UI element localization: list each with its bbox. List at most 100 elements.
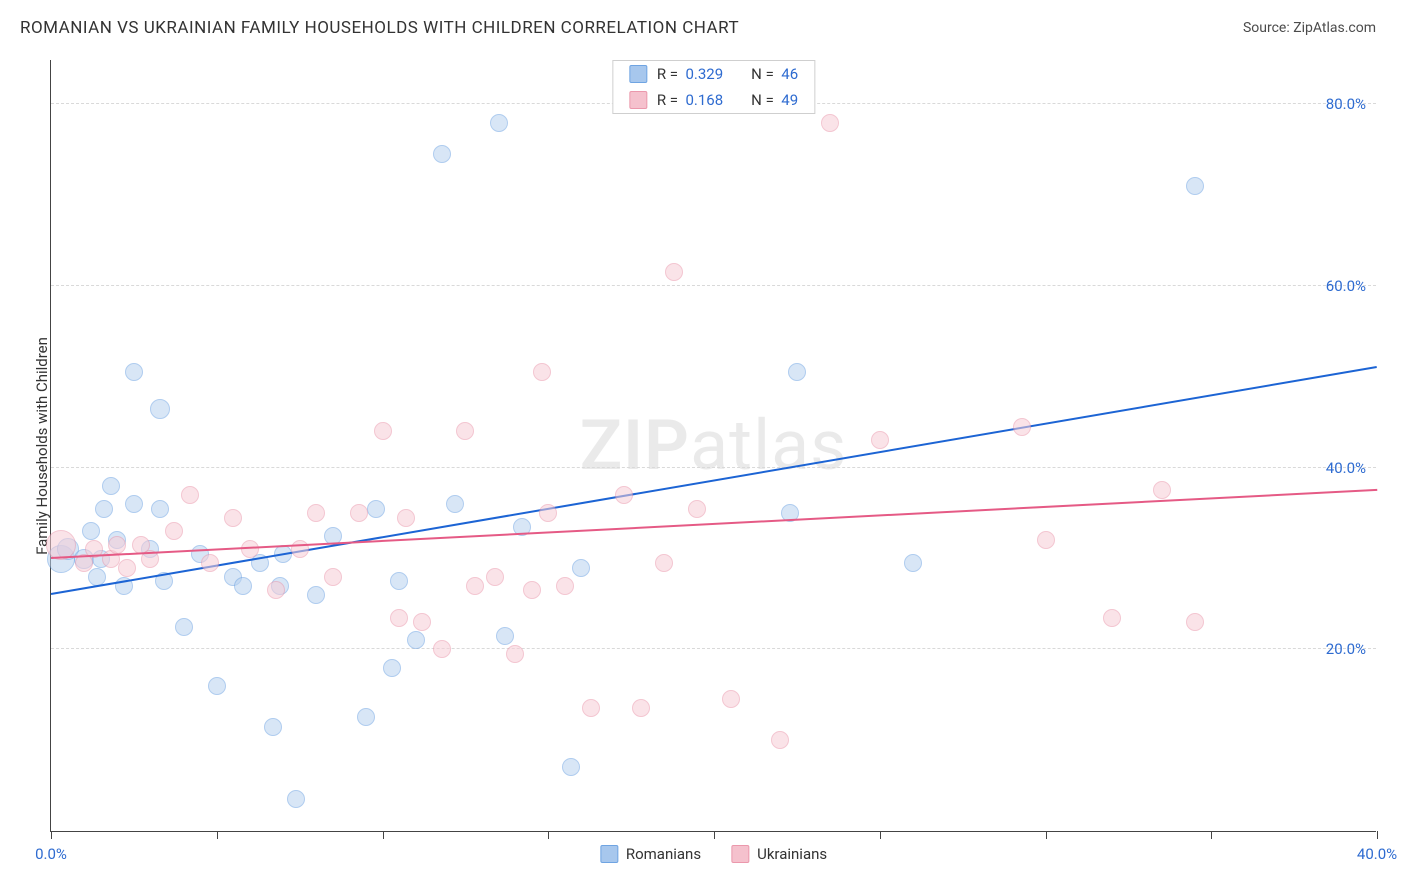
- scatter-point: [224, 509, 242, 527]
- scatter-point: [821, 114, 839, 132]
- scatter-point: [523, 581, 541, 599]
- x-tick: [51, 831, 52, 839]
- scatter-point: [1037, 531, 1055, 549]
- scatter-point: [904, 554, 922, 572]
- x-tick: [1211, 831, 1212, 839]
- regression-line: [51, 366, 1377, 595]
- scatter-point: [390, 609, 408, 627]
- scatter-point: [496, 627, 514, 645]
- gridline: [51, 467, 1376, 468]
- x-tick-label: 0.0%: [35, 845, 67, 863]
- legend-series-item: Ukrainians: [731, 845, 827, 863]
- scatter-point: [118, 559, 136, 577]
- watermark-bold: ZIP: [580, 405, 690, 487]
- legend-swatch: [731, 845, 749, 863]
- legend-stat-row: R = 0.329 N = 46: [613, 61, 814, 87]
- scatter-point: [95, 500, 113, 518]
- y-tick-label: 20.0%: [1326, 640, 1366, 658]
- x-tick: [1046, 831, 1047, 839]
- scatter-point: [456, 422, 474, 440]
- scatter-point: [324, 568, 342, 586]
- scatter-point: [241, 540, 259, 558]
- scatter-point: [108, 536, 126, 554]
- scatter-point: [722, 690, 740, 708]
- scatter-point: [632, 699, 650, 717]
- scatter-point: [151, 500, 169, 518]
- y-tick-label: 40.0%: [1326, 459, 1366, 477]
- scatter-point: [367, 500, 385, 518]
- scatter-point: [208, 677, 226, 695]
- gridline: [51, 648, 1376, 649]
- scatter-point: [307, 504, 325, 522]
- scatter-point: [407, 631, 425, 649]
- scatter-point: [1186, 613, 1204, 631]
- scatter-point: [1153, 481, 1171, 499]
- scatter-point: [150, 399, 170, 419]
- scatter-point: [102, 477, 120, 495]
- scatter-point: [287, 790, 305, 808]
- scatter-point: [350, 504, 368, 522]
- chart-plot-area: Family Households with Children ZIPatlas…: [50, 60, 1376, 832]
- scatter-point: [506, 645, 524, 663]
- legend-statistics: R = 0.329 N = 46 R = 0.168 N = 49: [612, 60, 815, 114]
- scatter-point: [397, 509, 415, 527]
- scatter-point: [771, 731, 789, 749]
- scatter-point: [267, 581, 285, 599]
- y-axis-label: Family Households with Children: [33, 337, 51, 555]
- legend-r: R = 0.329: [657, 65, 723, 83]
- scatter-point: [572, 559, 590, 577]
- scatter-point: [264, 718, 282, 736]
- legend-swatch: [629, 91, 647, 109]
- y-tick-label: 80.0%: [1326, 95, 1366, 113]
- scatter-point: [688, 500, 706, 518]
- scatter-point: [665, 263, 683, 281]
- scatter-point: [413, 613, 431, 631]
- scatter-point: [201, 554, 219, 572]
- scatter-point: [556, 577, 574, 595]
- legend-swatch: [600, 845, 618, 863]
- scatter-point: [374, 422, 392, 440]
- legend-series-label: Ukrainians: [757, 845, 827, 863]
- legend-n: N = 46: [751, 65, 798, 83]
- scatter-point: [165, 522, 183, 540]
- legend-series: Romanians Ukrainians: [600, 845, 827, 863]
- scatter-point: [446, 495, 464, 513]
- scatter-point: [82, 522, 100, 540]
- scatter-point: [486, 568, 504, 586]
- scatter-point: [788, 363, 806, 381]
- scatter-point: [307, 586, 325, 604]
- scatter-point: [390, 572, 408, 590]
- source-label: Source: ZipAtlas.com: [1243, 20, 1376, 36]
- y-tick-label: 60.0%: [1326, 277, 1366, 295]
- legend-swatch: [629, 65, 647, 83]
- legend-stat-row: R = 0.168 N = 49: [613, 87, 814, 113]
- scatter-point: [125, 495, 143, 513]
- x-tick: [383, 831, 384, 839]
- scatter-point: [655, 554, 673, 572]
- scatter-point: [871, 431, 889, 449]
- x-tick: [548, 831, 549, 839]
- legend-n: N = 49: [751, 91, 798, 109]
- legend-r: R = 0.168: [657, 91, 723, 109]
- scatter-point: [615, 486, 633, 504]
- chart-title: ROMANIAN VS UKRAINIAN FAMILY HOUSEHOLDS …: [20, 18, 739, 38]
- gridline: [51, 285, 1376, 286]
- watermark-light: atlas: [690, 405, 847, 487]
- x-tick: [880, 831, 881, 839]
- x-tick-label: 40.0%: [1357, 845, 1397, 863]
- scatter-point: [181, 486, 199, 504]
- scatter-point: [582, 699, 600, 717]
- scatter-point: [1013, 418, 1031, 436]
- scatter-point: [357, 708, 375, 726]
- legend-series-label: Romanians: [626, 845, 701, 863]
- scatter-point: [533, 363, 551, 381]
- scatter-point: [383, 659, 401, 677]
- scatter-point: [1186, 177, 1204, 195]
- scatter-point: [1103, 609, 1121, 627]
- scatter-point: [490, 114, 508, 132]
- scatter-point: [433, 640, 451, 658]
- scatter-point: [466, 577, 484, 595]
- scatter-point: [234, 577, 252, 595]
- scatter-point: [539, 504, 557, 522]
- scatter-point: [433, 145, 451, 163]
